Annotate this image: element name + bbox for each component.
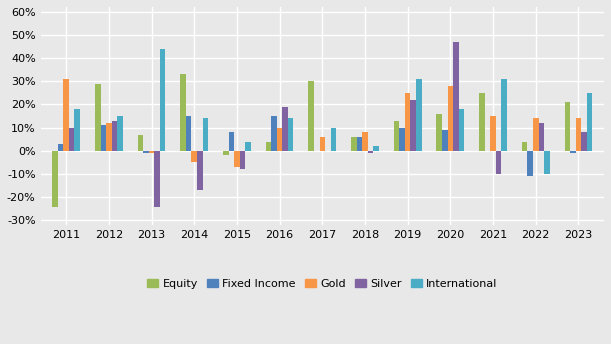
Bar	[137, 135, 143, 151]
Bar	[436, 114, 442, 151]
Bar	[271, 116, 277, 151]
Bar	[368, 151, 373, 153]
Bar	[282, 107, 288, 151]
Bar	[106, 123, 112, 151]
Bar	[64, 79, 69, 151]
Bar	[240, 151, 245, 169]
Bar	[75, 109, 80, 151]
Bar	[180, 74, 186, 151]
Bar	[587, 93, 592, 151]
Bar	[117, 116, 123, 151]
Bar	[459, 109, 464, 151]
Bar	[331, 128, 336, 151]
Bar	[400, 128, 405, 151]
Bar	[223, 151, 229, 155]
Bar	[320, 137, 325, 151]
Bar	[160, 49, 166, 151]
Bar	[155, 151, 160, 206]
Bar	[245, 142, 251, 151]
Bar	[490, 116, 496, 151]
Bar	[373, 146, 379, 151]
Bar	[234, 151, 240, 167]
Bar	[58, 144, 64, 151]
Legend: Equity, Fixed Income, Gold, Silver, International: Equity, Fixed Income, Gold, Silver, Inte…	[142, 274, 502, 293]
Bar	[288, 118, 293, 151]
Bar	[576, 118, 581, 151]
Bar	[527, 151, 533, 176]
Bar	[544, 151, 550, 174]
Bar	[101, 125, 106, 151]
Bar	[351, 137, 357, 151]
Bar	[186, 116, 191, 151]
Bar	[69, 128, 75, 151]
Bar	[53, 151, 58, 206]
Bar	[581, 132, 587, 151]
Bar	[362, 132, 368, 151]
Bar	[411, 100, 416, 151]
Bar	[502, 79, 507, 151]
Bar	[565, 102, 570, 151]
Bar	[95, 84, 101, 151]
Bar	[448, 86, 453, 151]
Bar	[191, 151, 197, 162]
Bar	[405, 93, 411, 151]
Bar	[533, 118, 538, 151]
Bar	[453, 42, 459, 151]
Bar	[416, 79, 422, 151]
Bar	[522, 142, 527, 151]
Bar	[496, 151, 502, 174]
Bar	[357, 137, 362, 151]
Bar	[229, 132, 234, 151]
Bar	[277, 128, 282, 151]
Bar	[479, 93, 485, 151]
Bar	[570, 151, 576, 153]
Bar	[112, 121, 117, 151]
Bar	[394, 121, 400, 151]
Bar	[148, 151, 155, 153]
Bar	[309, 81, 314, 151]
Bar	[143, 151, 148, 153]
Bar	[197, 151, 203, 190]
Bar	[442, 130, 448, 151]
Bar	[203, 118, 208, 151]
Bar	[538, 123, 544, 151]
Bar	[266, 142, 271, 151]
